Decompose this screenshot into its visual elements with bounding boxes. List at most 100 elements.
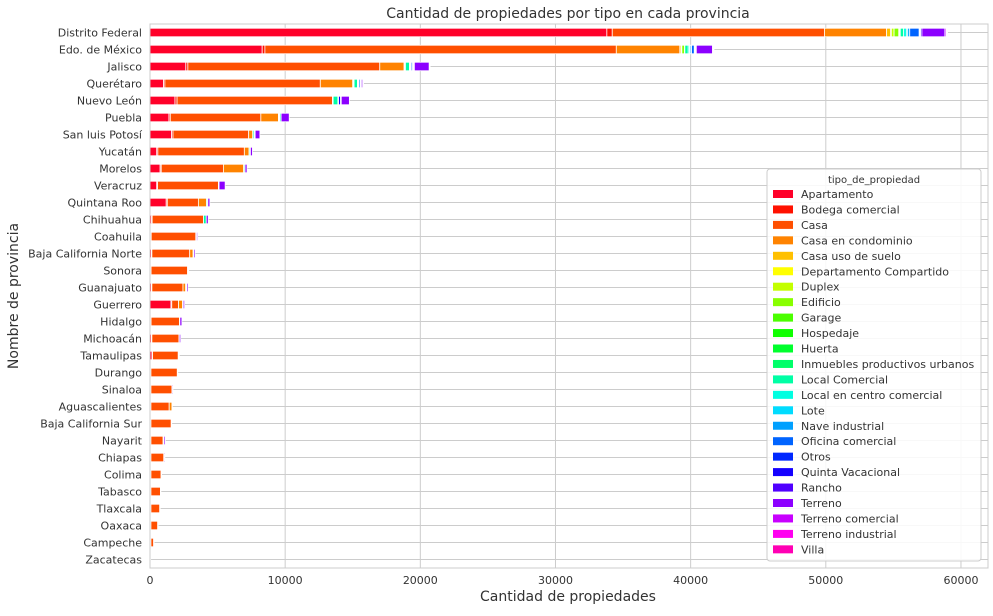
bar-segment xyxy=(150,469,162,480)
bar-segment xyxy=(149,163,161,174)
legend-entry-label: Terreno comercial xyxy=(800,512,899,525)
bar-segment xyxy=(150,384,173,395)
bar-segment xyxy=(205,214,209,225)
bar-segment xyxy=(171,299,179,310)
bar-segment xyxy=(151,282,184,293)
bar-segment xyxy=(196,231,198,242)
bar-segment xyxy=(319,78,354,89)
bar-segment xyxy=(150,520,159,531)
bar-segment xyxy=(203,214,207,225)
bar-segment xyxy=(222,163,245,174)
bar-segment xyxy=(362,78,364,89)
bar-segment xyxy=(260,112,279,123)
y-tick-label: Quintana Roo xyxy=(67,197,142,210)
bar-segment xyxy=(151,248,191,259)
bar-segment xyxy=(150,367,178,378)
legend-swatch xyxy=(773,545,793,554)
legend-swatch xyxy=(773,529,793,538)
y-tick-label: San luis Potosí xyxy=(63,129,143,142)
bar-segment xyxy=(159,503,161,514)
bar-segment xyxy=(405,61,410,72)
bar-segment xyxy=(606,27,613,38)
bar-segment xyxy=(178,333,182,344)
y-tick-label: Tabasco xyxy=(97,486,142,499)
bar-segment xyxy=(909,27,920,38)
bar-segment xyxy=(340,95,350,106)
bar-segment xyxy=(379,61,405,72)
y-tick-label: Chiapas xyxy=(98,452,142,465)
y-tick-label: Tlaxcala xyxy=(96,503,142,516)
y-tick-label: Hidalgo xyxy=(100,316,142,329)
bar-segment xyxy=(150,452,165,463)
legend-entry-label: Terreno xyxy=(800,497,842,510)
bar-segment xyxy=(946,27,948,38)
legend-swatch xyxy=(773,421,793,430)
bar-segment xyxy=(207,197,211,208)
bar-segment xyxy=(150,401,170,412)
legend-entry-label: Oficina comercial xyxy=(801,435,896,448)
legend-swatch xyxy=(773,468,793,477)
legend-entry-label: Casa en condominio xyxy=(801,234,913,247)
bar-segment xyxy=(189,248,194,259)
x-tick-label: 50000 xyxy=(808,574,843,587)
bar-segment xyxy=(164,78,321,89)
bar-segment xyxy=(713,44,715,55)
plot-frame xyxy=(149,23,989,569)
bar-segment xyxy=(150,265,188,276)
y-tick-label: Baja California Norte xyxy=(28,248,142,261)
legend-swatch xyxy=(773,514,793,523)
legend-entry-label: Quinta Vacacional xyxy=(801,466,900,479)
y-tick-label: Zacatecas xyxy=(85,554,142,567)
bar-segment xyxy=(280,112,290,123)
legend-entry-label: Hospedaje xyxy=(801,327,859,340)
legend-swatch xyxy=(773,329,793,338)
bar-segment xyxy=(166,197,199,208)
bar-segment xyxy=(261,44,266,55)
bar-segment xyxy=(332,95,339,106)
bar-segment xyxy=(243,146,250,157)
legend-entry-label: Villa xyxy=(801,543,824,556)
legend-entry-label: Bodega comercial xyxy=(801,203,900,216)
y-tick-label: Jalisco xyxy=(106,61,142,74)
x-tick-label: 60000 xyxy=(943,574,978,587)
bar-segment xyxy=(157,146,245,157)
bar-segment xyxy=(691,44,695,55)
bar-segment xyxy=(160,163,224,174)
legend-swatch xyxy=(773,236,793,245)
bar-segment xyxy=(150,231,197,242)
legend-swatch xyxy=(773,406,793,415)
bar-segment xyxy=(160,469,162,480)
legend: tipo_de_propiedad Apartamento Bodega comer… xyxy=(766,168,982,562)
y-tick-label: Sonora xyxy=(103,265,142,278)
bar-segment xyxy=(681,44,685,55)
x-tick-label: 30000 xyxy=(538,574,573,587)
x-axis-label: Cantidad de propiedades xyxy=(480,589,656,605)
legend-swatch xyxy=(773,313,793,322)
bar-segment xyxy=(903,27,907,38)
bar-segment xyxy=(151,214,204,225)
y-tick-label: Campeche xyxy=(83,537,142,550)
y-tick-label: Nayarit xyxy=(102,435,143,448)
legend-swatch xyxy=(773,452,793,461)
legend-swatch xyxy=(773,282,793,291)
legend-entry-label: Nave industrial xyxy=(801,420,884,433)
bar-segment xyxy=(150,435,164,446)
bar-segment xyxy=(150,418,172,429)
bar-segment xyxy=(171,384,174,395)
bar-segment xyxy=(429,61,431,72)
bars xyxy=(149,27,948,565)
y-tick-label: Guerrero xyxy=(93,299,142,312)
legend-swatch xyxy=(773,267,793,276)
axes: 0 10000 20000 30000 40000 50000 60000 Distrito … xyxy=(28,23,989,587)
bar-segment xyxy=(150,316,180,327)
bar-segment xyxy=(149,112,170,123)
legend-swatch xyxy=(773,251,793,260)
chart-title: Cantidad de propiedades por tipo en cada… xyxy=(386,6,750,22)
bar-segment xyxy=(149,146,158,157)
bar-segment xyxy=(149,78,164,89)
bar-segment xyxy=(353,78,358,89)
legend-entry-label: Apartamento xyxy=(801,188,874,201)
legend-entry-label: Garage xyxy=(801,312,842,325)
bar-segment xyxy=(149,299,172,310)
